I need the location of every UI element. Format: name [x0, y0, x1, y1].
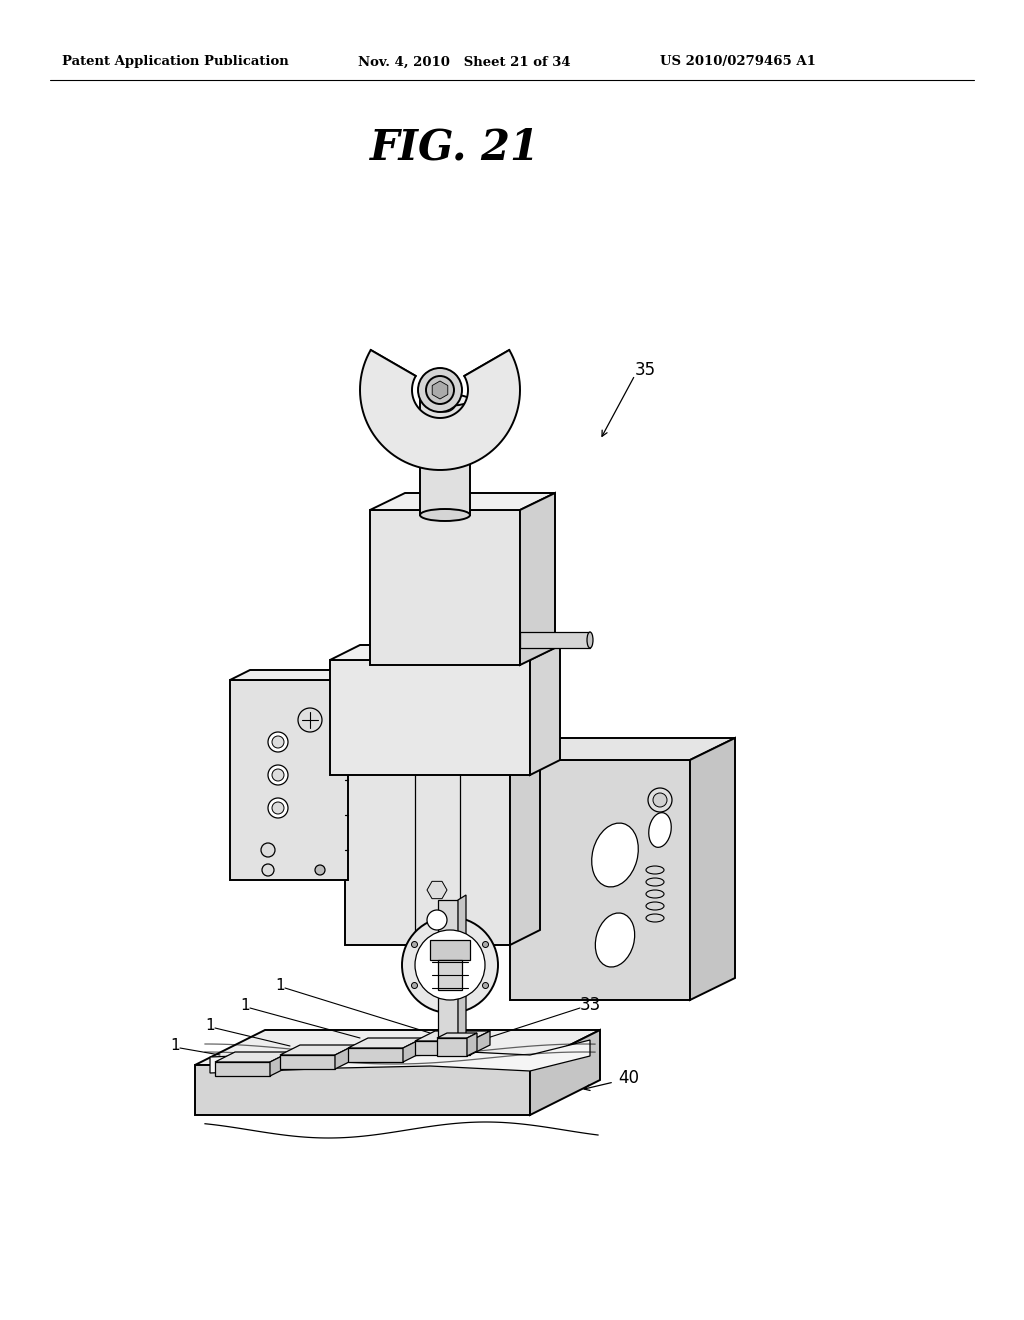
- Circle shape: [268, 733, 288, 752]
- Text: 1: 1: [170, 1038, 180, 1052]
- Circle shape: [412, 941, 418, 948]
- Ellipse shape: [649, 813, 672, 847]
- Circle shape: [272, 737, 284, 748]
- Circle shape: [272, 803, 284, 814]
- Text: 1: 1: [205, 1018, 215, 1032]
- Polygon shape: [437, 1034, 477, 1038]
- Circle shape: [648, 788, 672, 812]
- Circle shape: [315, 865, 325, 875]
- Polygon shape: [467, 1034, 477, 1056]
- Polygon shape: [330, 660, 530, 775]
- Circle shape: [268, 766, 288, 785]
- Circle shape: [482, 982, 488, 989]
- Polygon shape: [690, 738, 735, 1001]
- Polygon shape: [360, 350, 520, 470]
- Polygon shape: [470, 1031, 490, 1055]
- Polygon shape: [370, 492, 555, 510]
- Polygon shape: [432, 381, 447, 399]
- Polygon shape: [520, 632, 590, 648]
- Circle shape: [427, 909, 447, 931]
- Polygon shape: [280, 1055, 335, 1069]
- Text: Nov. 4, 2010   Sheet 21 of 34: Nov. 4, 2010 Sheet 21 of 34: [358, 55, 570, 69]
- Text: 1: 1: [275, 978, 285, 993]
- Polygon shape: [345, 755, 540, 770]
- Circle shape: [298, 708, 322, 733]
- Polygon shape: [520, 492, 555, 665]
- Circle shape: [418, 368, 462, 412]
- Ellipse shape: [592, 824, 638, 887]
- Polygon shape: [195, 1065, 530, 1115]
- Polygon shape: [530, 1030, 600, 1115]
- Polygon shape: [330, 645, 560, 660]
- Polygon shape: [370, 510, 520, 665]
- Ellipse shape: [587, 632, 593, 648]
- Polygon shape: [230, 680, 348, 880]
- Text: 40: 40: [618, 1069, 639, 1086]
- Polygon shape: [210, 1040, 590, 1073]
- Circle shape: [412, 982, 418, 989]
- Polygon shape: [420, 400, 470, 515]
- Polygon shape: [270, 1052, 290, 1076]
- Ellipse shape: [420, 510, 470, 521]
- Polygon shape: [348, 1048, 403, 1063]
- Ellipse shape: [420, 393, 470, 407]
- Polygon shape: [230, 671, 368, 680]
- Polygon shape: [430, 940, 470, 960]
- Text: 1: 1: [241, 998, 250, 1012]
- Circle shape: [402, 917, 498, 1012]
- Polygon shape: [415, 1031, 490, 1041]
- Text: 35: 35: [635, 360, 656, 379]
- Polygon shape: [215, 1052, 290, 1063]
- Polygon shape: [348, 1038, 423, 1048]
- Circle shape: [272, 770, 284, 781]
- Circle shape: [653, 793, 667, 807]
- Circle shape: [426, 376, 454, 404]
- Polygon shape: [530, 645, 560, 775]
- Polygon shape: [510, 755, 540, 945]
- Polygon shape: [215, 1063, 270, 1076]
- Polygon shape: [438, 960, 462, 990]
- Circle shape: [262, 865, 274, 876]
- Polygon shape: [415, 1041, 470, 1055]
- Text: 33: 33: [580, 997, 601, 1014]
- Circle shape: [482, 941, 488, 948]
- Polygon shape: [195, 1030, 600, 1065]
- Polygon shape: [345, 770, 510, 945]
- Polygon shape: [510, 738, 735, 760]
- Polygon shape: [335, 1045, 355, 1069]
- Polygon shape: [438, 900, 458, 1045]
- Circle shape: [268, 799, 288, 818]
- Circle shape: [261, 843, 275, 857]
- Ellipse shape: [595, 913, 635, 968]
- Polygon shape: [510, 760, 690, 1001]
- Polygon shape: [280, 1045, 355, 1055]
- Polygon shape: [427, 882, 447, 899]
- Polygon shape: [458, 895, 466, 1045]
- Text: Patent Application Publication: Patent Application Publication: [62, 55, 289, 69]
- Circle shape: [415, 931, 485, 1001]
- Text: FIG. 21: FIG. 21: [370, 127, 540, 169]
- Text: US 2010/0279465 A1: US 2010/0279465 A1: [660, 55, 816, 69]
- Polygon shape: [403, 1038, 423, 1063]
- Polygon shape: [437, 1038, 467, 1056]
- Circle shape: [433, 388, 457, 412]
